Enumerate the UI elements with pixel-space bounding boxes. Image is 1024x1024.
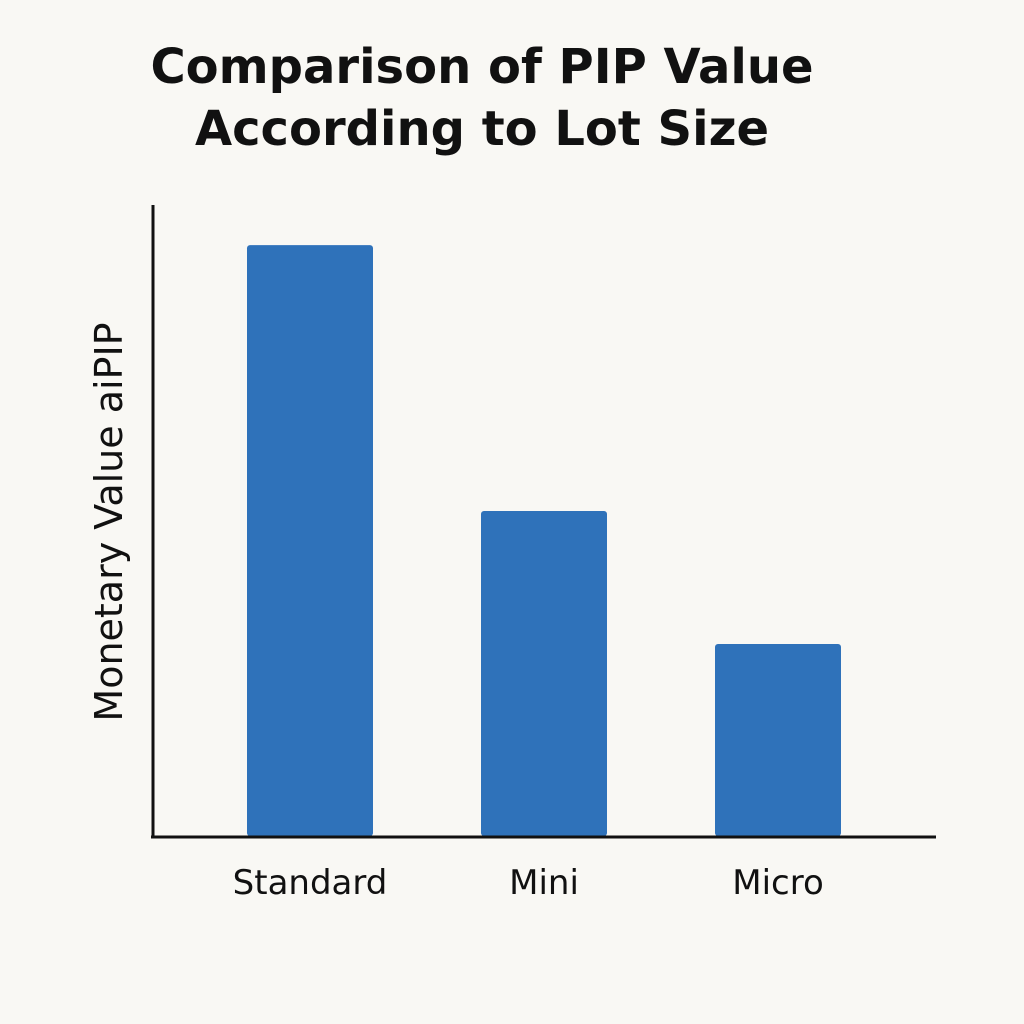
- x-tick-label-standard: Standard: [233, 863, 388, 903]
- x-tick-label-mini: Mini: [509, 863, 579, 903]
- y-axis-label: Monetary Value aiPIP: [87, 322, 131, 721]
- bars-layer: [247, 245, 841, 837]
- x-tick-label-micro: Micro: [732, 863, 824, 903]
- chart-title-line-2: According to Lot Size: [194, 101, 770, 157]
- bar-standard: [247, 245, 373, 837]
- chart-title: Comparison of PIP Value According to Lot…: [0, 36, 964, 160]
- chart-title-line-1: Comparison of PIP Value: [150, 39, 814, 95]
- bar-micro: [715, 644, 841, 836]
- bar-mini: [481, 511, 607, 836]
- x-tick-labels: Standard Mini Micro: [233, 863, 824, 903]
